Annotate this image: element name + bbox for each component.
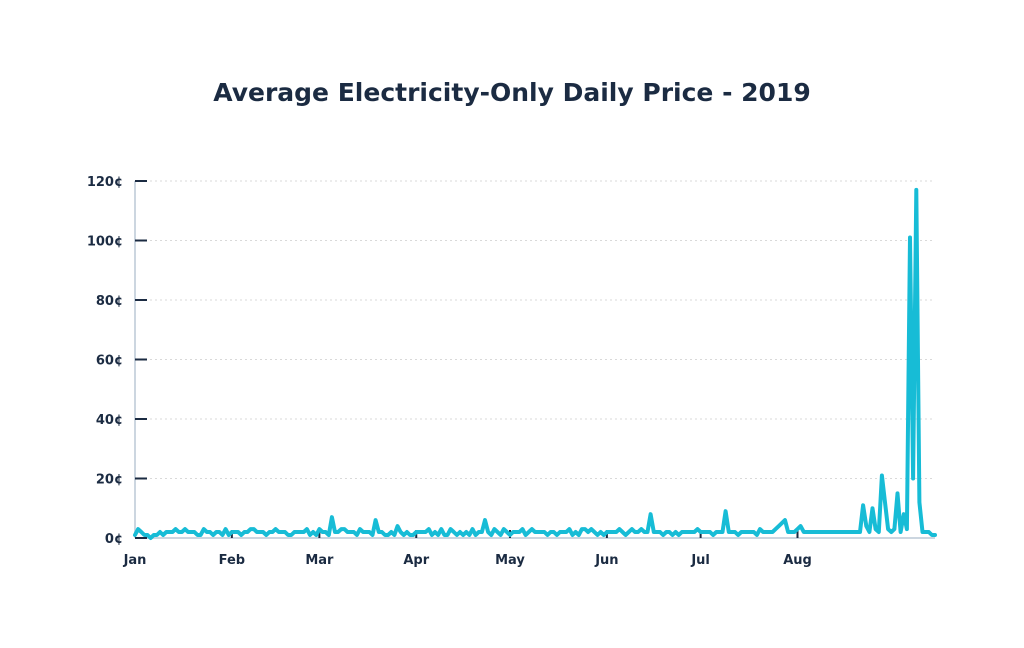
grid xyxy=(135,180,935,479)
x-axis: Jan Feb Mar Apr May Jun Jul Aug xyxy=(123,530,812,568)
y-tick-label: 40¢ xyxy=(96,413,123,428)
x-tick-label: Jan xyxy=(123,553,147,568)
y-tick-label: 60¢ xyxy=(96,354,123,369)
x-tick-label: Aug xyxy=(783,553,812,568)
series-layer xyxy=(133,187,937,540)
y-tick-label: 80¢ xyxy=(96,294,123,309)
x-tick-label: Apr xyxy=(403,553,429,568)
x-tick-label: Feb xyxy=(219,553,245,568)
x-tick-label: Jul xyxy=(690,553,710,568)
y-tick-label: 20¢ xyxy=(96,473,123,488)
chart-title: Average Electricity-Only Daily Price - 2… xyxy=(213,78,811,107)
series-line xyxy=(133,187,937,540)
x-tick-label: May xyxy=(495,553,525,568)
y-tick-label: 100¢ xyxy=(87,235,123,250)
x-tick-label: Mar xyxy=(305,553,334,568)
x-tick-label: Jun xyxy=(594,553,618,568)
y-tick-label: 0¢ xyxy=(105,532,123,547)
y-tick-label: 120¢ xyxy=(87,175,123,190)
y-axis: 0¢ 20¢ 40¢ 60¢ 80¢ 100¢ 120¢ xyxy=(87,175,147,547)
